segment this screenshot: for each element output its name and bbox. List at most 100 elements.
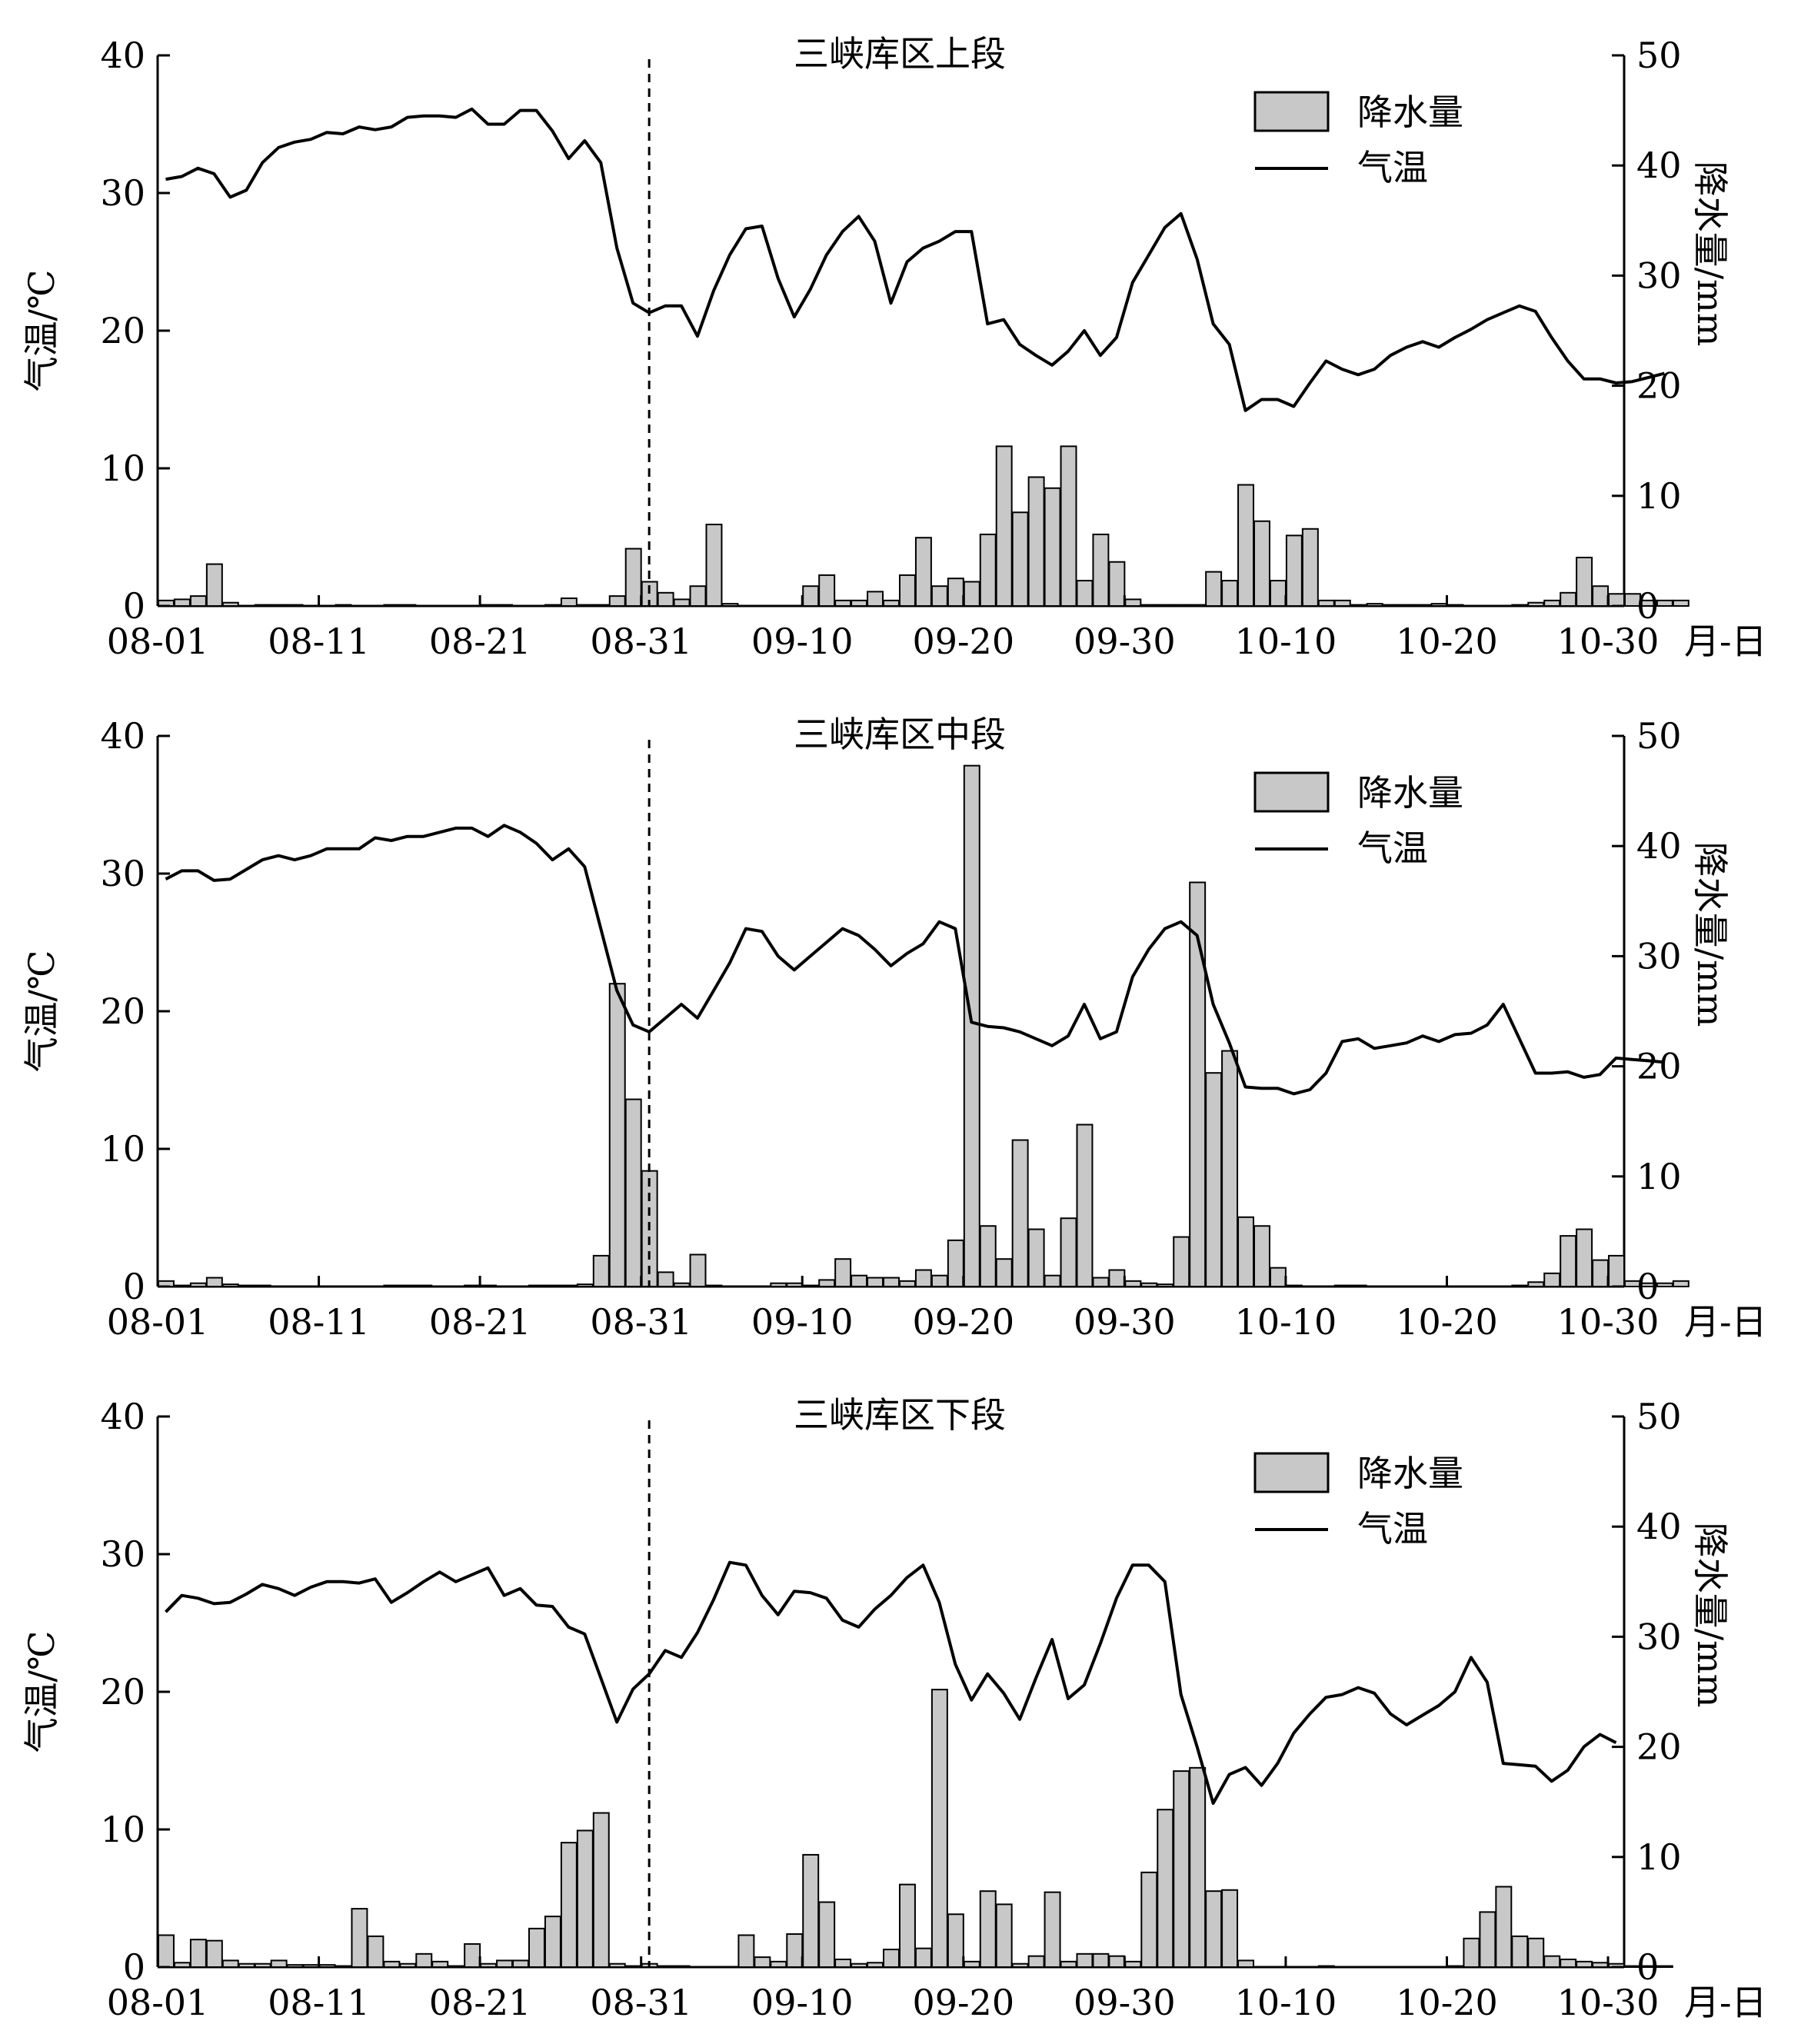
precipitation-bar	[1140, 604, 1158, 607]
precipitation-bar	[1430, 603, 1448, 607]
precipitation-bar	[883, 1277, 900, 1287]
precipitation-bar	[754, 1956, 771, 1969]
precipitation-bar	[1157, 1809, 1174, 1969]
precipitation-bar	[1173, 1236, 1190, 1288]
precipitation-bar	[1269, 1267, 1287, 1288]
precipitation-bar	[1124, 1280, 1142, 1287]
precipitation-bar	[1576, 556, 1593, 608]
precipitation-bar	[1527, 1937, 1545, 1969]
precipitation-bar	[737, 1934, 755, 1968]
precipitation-bar	[786, 1933, 804, 1969]
y-right-tick-label: 40	[1636, 1506, 1682, 1547]
precipitation-bar	[544, 1916, 561, 1968]
precipitation-bar	[1237, 1216, 1255, 1288]
precipitation-bar	[1124, 1960, 1142, 1969]
precipitation-bar	[496, 604, 514, 607]
temperature-line	[165, 107, 1665, 412]
precipitation-bar	[1543, 1955, 1561, 1968]
precipitation-bar	[1656, 1965, 1673, 1969]
y-right-tick-label: 50	[1636, 1396, 1682, 1437]
precipitation-bar	[883, 1949, 900, 1968]
y-right-tick-label: 20	[1636, 365, 1682, 407]
y-right-tick-label: 40	[1636, 145, 1682, 186]
precipitation-bar	[786, 1282, 804, 1287]
precipitation-bar	[464, 1284, 481, 1287]
precipitation-bar	[302, 1964, 320, 1968]
precipitation-bar	[1656, 599, 1673, 608]
legend-precipitation-label: 降水量	[1357, 772, 1463, 814]
y-left-tick-label: 0	[123, 585, 145, 627]
precipitation-bar	[689, 585, 707, 607]
precipitation-bar	[1044, 487, 1061, 607]
precipitation-bar	[189, 595, 207, 607]
precipitation-bar	[867, 1962, 884, 1968]
precipitation-bar	[1157, 604, 1174, 607]
precipitation-bar	[802, 1853, 820, 1969]
precipitation-bar	[560, 597, 578, 608]
precipitation-bar	[930, 1689, 948, 1968]
precipitation-bar	[947, 578, 964, 608]
precipitation-bar	[189, 1939, 207, 1968]
precipitation-bar	[173, 1962, 191, 1968]
precipitation-bar	[963, 1960, 980, 1969]
precipitation-bar	[173, 1284, 191, 1287]
precipitation-bar	[1027, 1228, 1045, 1288]
precipitation-bar	[851, 599, 868, 608]
x-tick-label: 09-10	[751, 621, 854, 662]
x-tick-label: 09-20	[912, 1301, 1014, 1343]
precipitation-bar	[1189, 1766, 1207, 1969]
legend-precipitation-swatch	[1253, 91, 1330, 132]
precipitation-bar	[914, 1269, 932, 1288]
precipitation-bar	[1044, 1891, 1061, 1969]
precipitation-bar	[834, 599, 852, 608]
precipitation-bar	[560, 1284, 578, 1287]
precipitation-bar	[963, 764, 980, 1287]
precipitation-bar	[254, 1284, 271, 1287]
x-tick-label: 08-31	[590, 1982, 692, 2023]
precipitation-bar	[496, 1959, 514, 1968]
precipitation-bar	[1576, 1228, 1593, 1288]
panel-middle-section: 三峡库区中段 气温/℃ 降水量/mm 月-日 降水量 气温 0 10 20 30 40 0…	[21, 714, 1767, 1343]
x-tick-label: 10-30	[1557, 1982, 1660, 2023]
y-right-tick-label: 50	[1636, 715, 1682, 757]
precipitation-bar	[1592, 1962, 1610, 1968]
x-axis-label: 月-日	[1684, 1982, 1767, 2023]
precipitation-bar	[979, 1890, 997, 1968]
x-tick-label: 09-30	[1074, 1301, 1176, 1343]
precipitation-bar	[883, 599, 900, 608]
precipitation-bar	[431, 1960, 449, 1969]
precipitation-bar	[818, 574, 836, 607]
legend-temperature-label: 气温	[1357, 1508, 1428, 1550]
x-tick-label: 08-11	[268, 1982, 370, 2023]
precipitation-bar	[335, 604, 352, 607]
precipitation-bar	[528, 1927, 545, 1968]
precipitation-bar	[608, 595, 626, 607]
y-left-tick-label: 20	[100, 310, 145, 351]
precipitation-bar	[818, 1901, 836, 1968]
x-tick-label: 10-30	[1557, 1301, 1660, 1343]
x-tick-label: 08-31	[590, 1301, 692, 1343]
precipitation-bar	[1011, 1962, 1029, 1969]
precipitation-bar	[560, 1842, 578, 1969]
precipitation-bar	[705, 1284, 723, 1287]
x-tick-label: 08-21	[429, 1301, 531, 1343]
precipitation-bar	[705, 524, 723, 607]
precipitation-bar	[221, 1959, 239, 1968]
precipitation-bar	[367, 1935, 385, 1969]
precipitation-bar	[1366, 603, 1383, 607]
precipitation-bar	[480, 1284, 498, 1287]
precipitation-bar	[1398, 604, 1416, 607]
precipitation-bar	[1543, 1272, 1561, 1288]
precipitation-bar	[238, 1284, 255, 1287]
precipitation-bar	[383, 1284, 401, 1287]
precipitation-bar	[1140, 1282, 1158, 1287]
x-tick-label: 09-30	[1074, 1982, 1176, 2023]
y-left-tick-label: 10	[100, 448, 145, 489]
precipitation-bar	[851, 1962, 868, 1969]
precipitation-bar	[1527, 1281, 1545, 1287]
precipitation-bar	[1624, 1965, 1641, 1969]
precipitation-bar	[1253, 1225, 1270, 1287]
precipitation-bar	[1205, 1072, 1223, 1288]
precipitation-bar	[995, 1258, 1013, 1287]
